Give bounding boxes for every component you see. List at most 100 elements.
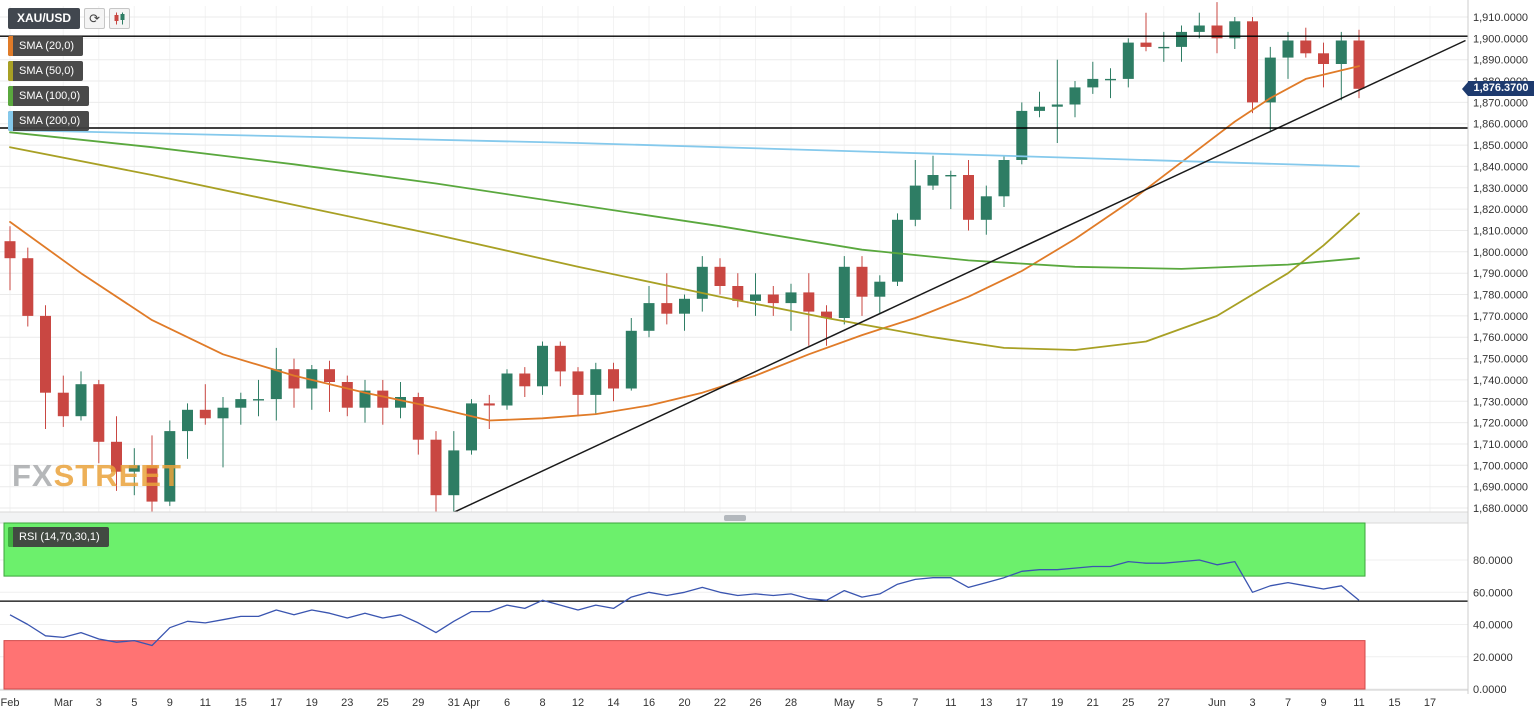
candle xyxy=(377,390,389,408)
candlestick-chart-icon[interactable] xyxy=(109,8,131,29)
price-tick-label: 1,890.0000 xyxy=(1473,55,1528,67)
candle xyxy=(1193,25,1205,32)
x-tick-label: Jun xyxy=(1208,697,1226,709)
candle xyxy=(270,369,282,400)
price-tick-label: 1,680.0000 xyxy=(1473,503,1528,515)
candle xyxy=(1318,53,1329,64)
x-tick-label: 20 xyxy=(678,697,690,709)
fxstreet-watermark: FXSTREET xyxy=(12,458,182,494)
price-tick-label: 1,820.0000 xyxy=(1473,204,1528,216)
candle xyxy=(448,450,460,496)
x-tick-label: 5 xyxy=(131,697,137,709)
price-tick-label: 1,710.0000 xyxy=(1473,439,1528,451)
x-tick-label: 12 xyxy=(572,697,584,709)
candle xyxy=(625,330,637,389)
sma-200-color-bar xyxy=(8,111,13,131)
price-tick-label: 1,780.0000 xyxy=(1473,290,1528,302)
candle xyxy=(696,266,708,299)
x-tick-label: 17 xyxy=(1016,697,1028,709)
rsi-badge[interactable]: RSI (14,70,30,1) xyxy=(8,527,109,547)
x-tick-label: 8 xyxy=(539,697,545,709)
rsi-tick-label: 40.0000 xyxy=(1473,620,1513,632)
price-tick-label: 1,770.0000 xyxy=(1473,311,1528,323)
x-tick-label: Apr xyxy=(463,697,480,709)
candles-layer xyxy=(4,2,1365,517)
price-tick-label: 1,840.0000 xyxy=(1473,161,1528,173)
x-tick-label: May xyxy=(834,697,855,709)
sma-200-label: SMA (200,0) xyxy=(19,115,81,127)
splitter-handle[interactable] xyxy=(724,515,746,521)
candle xyxy=(998,160,1010,197)
rsi-tick-label: 0.0000 xyxy=(1473,684,1507,696)
candle xyxy=(1034,106,1045,111)
sma-20-badge[interactable]: SMA (20,0) xyxy=(8,36,84,56)
x-tick-label: 23 xyxy=(341,697,353,709)
sma-100-badge[interactable]: SMA (100,0) xyxy=(8,86,90,106)
sma-200-badge[interactable]: SMA (200,0) xyxy=(8,111,90,131)
candle xyxy=(1176,31,1187,47)
candle xyxy=(235,399,247,408)
x-tick-label: 15 xyxy=(1388,697,1400,709)
x-tick-label: 7 xyxy=(1285,697,1291,709)
candle xyxy=(4,241,16,259)
x-tick-label: 11 xyxy=(200,697,211,709)
x-tick-label: 9 xyxy=(1320,697,1326,709)
refresh-icon[interactable]: ⟳ xyxy=(84,8,106,29)
candle xyxy=(767,294,779,304)
sma-20-line xyxy=(9,65,1360,422)
current-price-badge: 1,876.3700 xyxy=(1468,81,1534,96)
candle xyxy=(679,298,690,314)
price-tick-label: 1,760.0000 xyxy=(1473,332,1528,344)
candle xyxy=(182,409,193,432)
x-tick-label: 28 xyxy=(785,697,797,709)
rsi-tick-label: 20.0000 xyxy=(1473,652,1513,664)
price-tick-label: 1,810.0000 xyxy=(1473,226,1528,238)
x-tick-label: 5 xyxy=(877,697,883,709)
x-tick-label: 9 xyxy=(167,697,173,709)
candle xyxy=(537,345,548,387)
price-tick-label: 1,750.0000 xyxy=(1473,354,1528,366)
x-tick-label: Mar xyxy=(54,697,73,709)
sma-50-color-bar xyxy=(8,61,13,81)
sma-100-label: SMA (100,0) xyxy=(19,90,81,102)
candle xyxy=(1247,21,1258,103)
candlestick-icon-glyph xyxy=(114,12,125,25)
candle xyxy=(217,407,229,419)
x-tick-label: 3 xyxy=(1249,697,1255,709)
price-tick-label: 1,700.0000 xyxy=(1473,460,1528,472)
candle xyxy=(963,175,974,220)
candle xyxy=(146,465,158,502)
watermark-street: STREET xyxy=(53,458,182,493)
symbol-button[interactable]: XAU/USD xyxy=(8,8,81,29)
rsi-label: RSI (14,70,30,1) xyxy=(19,531,100,543)
candle xyxy=(980,196,992,220)
sma-50-line xyxy=(9,146,1360,351)
x-tick-label: 11 xyxy=(945,697,956,709)
rsi-overbought-zone xyxy=(3,522,1366,577)
x-tick-label: 26 xyxy=(749,697,761,709)
sma-50-badge[interactable]: SMA (50,0) xyxy=(8,61,84,81)
candle xyxy=(1211,25,1223,39)
candle xyxy=(1335,40,1347,64)
x-tick-label: 22 xyxy=(714,697,726,709)
price-tick-label: 1,860.0000 xyxy=(1473,119,1528,131)
candle xyxy=(714,266,726,286)
price-tick-label: 1,850.0000 xyxy=(1473,140,1528,152)
rsi-tick-label: 60.0000 xyxy=(1473,587,1513,599)
price-tick-label: 1,730.0000 xyxy=(1473,396,1528,408)
candle xyxy=(519,373,531,387)
candle xyxy=(111,441,122,472)
price-tick-label: 1,690.0000 xyxy=(1473,482,1528,494)
x-tick-label: 11 xyxy=(1353,697,1364,709)
candle xyxy=(1300,40,1312,54)
trendline[interactable] xyxy=(453,39,1466,513)
panel-splitter[interactable] xyxy=(0,511,1468,524)
candle xyxy=(288,369,300,389)
candle xyxy=(750,294,761,301)
candle xyxy=(359,390,371,408)
candle xyxy=(253,399,264,401)
x-tick-label: 25 xyxy=(377,697,389,709)
x-tick-label: Feb xyxy=(1,697,20,709)
